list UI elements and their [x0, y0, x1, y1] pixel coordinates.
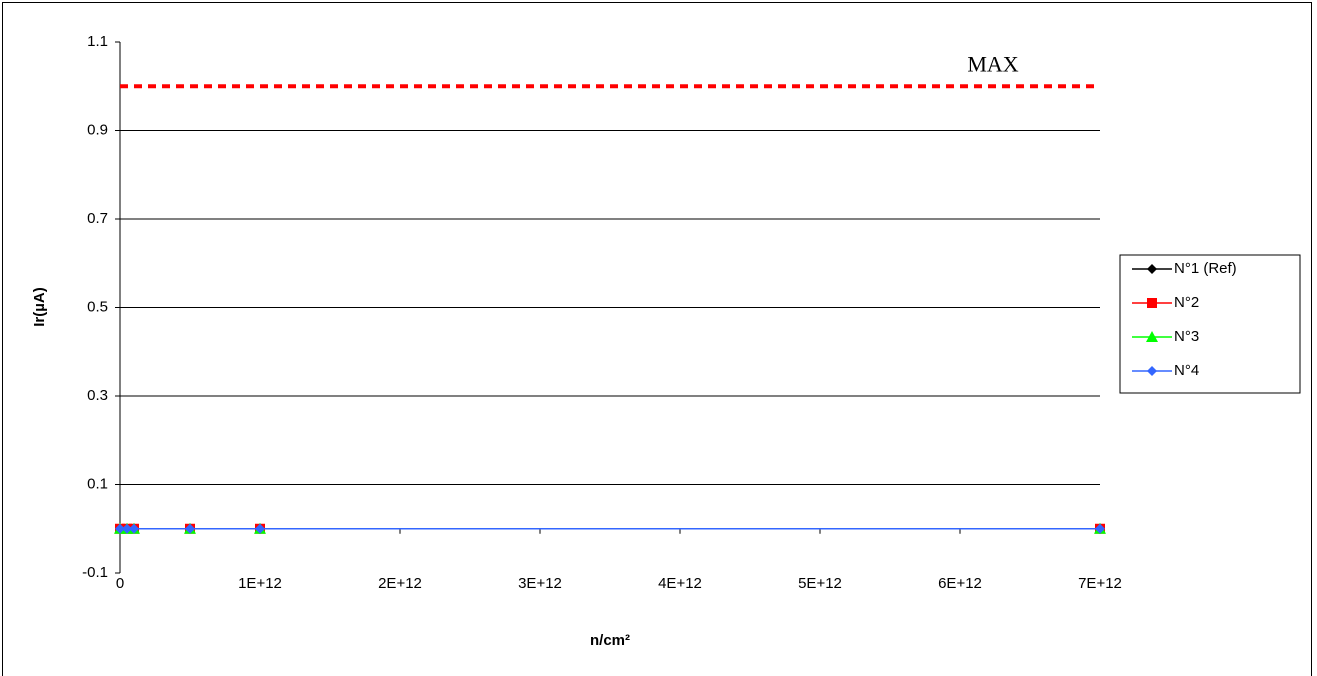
x-tick-label: 3E+12 — [518, 575, 562, 592]
y-tick-label: 0.7 — [87, 210, 108, 227]
y-tick-label: 0.5 — [87, 298, 108, 315]
legend-marker — [1147, 298, 1157, 308]
x-tick-label: 5E+12 — [798, 575, 842, 592]
y-tick-label: 1.1 — [87, 33, 108, 50]
legend-box — [1119, 254, 1301, 394]
legend-marker — [1147, 366, 1157, 376]
legend-marker — [1146, 331, 1158, 342]
y-tick-label: 0.9 — [87, 121, 108, 138]
x-tick-label: 7E+12 — [1078, 575, 1122, 592]
legend-label: N°2 — [1174, 294, 1199, 311]
legend-label: N°4 — [1174, 362, 1199, 379]
y-axis-label: Ir(µA) — [31, 287, 48, 326]
legend-marker — [1147, 264, 1157, 274]
data-point — [115, 523, 125, 534]
x-axis-label: n/cm² — [590, 632, 630, 649]
data-point — [255, 523, 265, 534]
x-tick-label: 1E+12 — [238, 575, 282, 592]
legend-label: N°1 (Ref) — [1174, 260, 1237, 277]
y-tick-label: 0.3 — [87, 387, 108, 404]
y-tick-label: 0.1 — [87, 475, 108, 492]
y-tick-label: -0.1 — [82, 564, 108, 581]
data-point — [129, 523, 139, 534]
max-label: MAX — [967, 51, 1018, 76]
x-tick-label: 4E+12 — [658, 575, 702, 592]
x-tick-label: 0 — [116, 575, 124, 592]
x-tick-label: 6E+12 — [938, 575, 982, 592]
data-point — [185, 523, 195, 534]
legend-label: N°3 — [1174, 328, 1199, 345]
data-point — [122, 523, 132, 534]
data-point — [1095, 523, 1105, 534]
x-tick-label: 2E+12 — [378, 575, 422, 592]
